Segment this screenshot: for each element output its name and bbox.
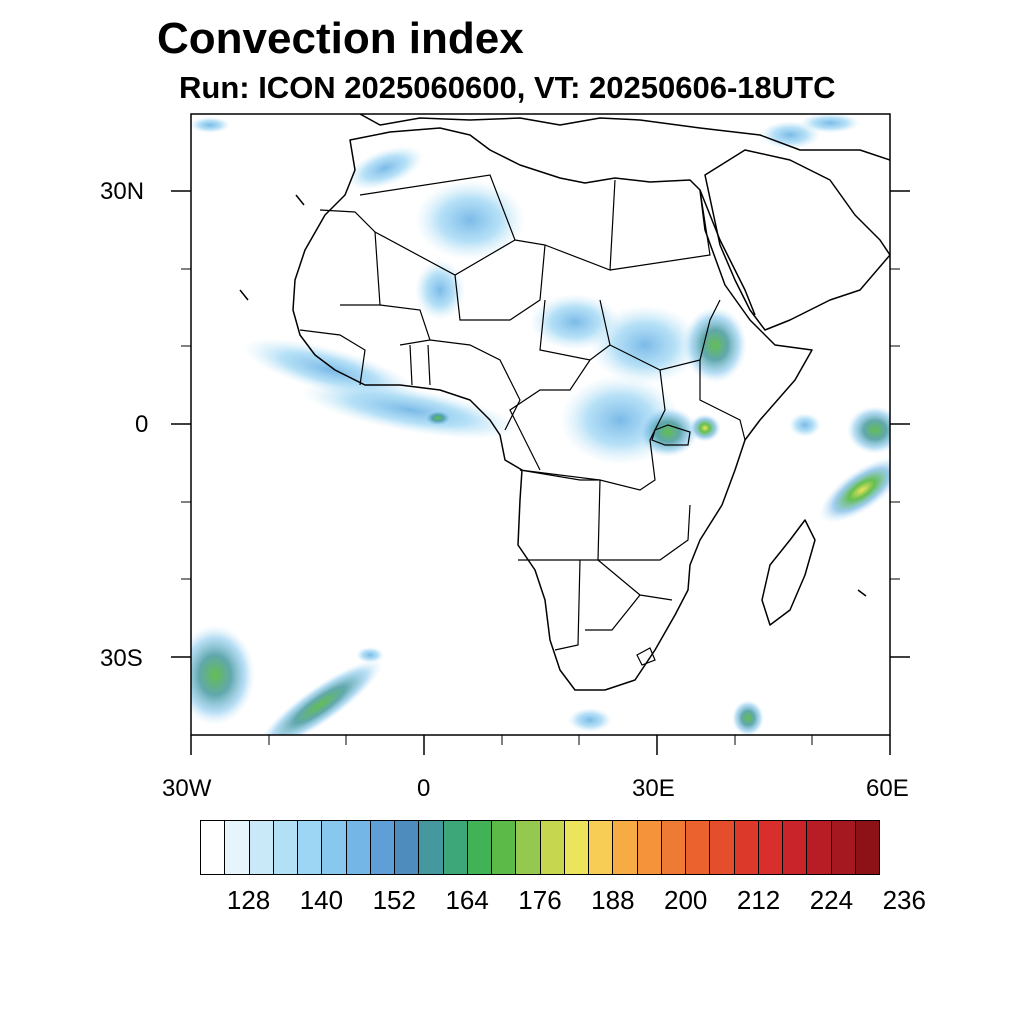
colorbar-tick-label: 236: [882, 885, 926, 915]
colorbar-tick-label: 188: [591, 885, 635, 915]
colorbar-tick-label: 224: [809, 885, 854, 915]
region-cape-south: [568, 708, 612, 732]
colorbar-swatch: [273, 821, 298, 874]
region-south-atlantic-mid: [356, 647, 384, 663]
region-niger-mali: [415, 260, 465, 320]
colorbar-swatch: [370, 821, 395, 874]
lon-label-30w: 30W: [162, 775, 212, 802]
colorbar-swatch: [298, 821, 323, 874]
colorbar-swatch: [225, 821, 250, 874]
colorbar-tick-label: 140: [299, 885, 344, 915]
region-med-east: [800, 114, 860, 133]
arabia: [704, 149, 890, 331]
colorbar-swatch: [686, 821, 711, 874]
axis-ticks: [171, 190, 910, 755]
region-sahara-central: [415, 180, 525, 260]
region-gulf-of-guinea: [424, 410, 452, 426]
colorbar-swatch: [419, 821, 444, 874]
colorbar-swatch: [322, 821, 347, 874]
lat-label-30s: 30S: [100, 645, 143, 672]
lat-label-30n: 30N: [100, 178, 145, 205]
colorbar: [200, 820, 880, 875]
region-atlantic-nw: [191, 117, 230, 133]
colorbar-tick-label: 200: [664, 885, 708, 915]
lat-label-0: 0: [135, 411, 149, 438]
region-indian-ocean-b: [847, 406, 890, 454]
colorbar-tick-label: 176: [518, 885, 562, 915]
region-south-indian: [732, 700, 764, 735]
colorbar-swatch: [540, 821, 565, 874]
region-indian-ocean-a: [819, 456, 890, 524]
red-sea: [699, 189, 756, 316]
region-indian-ocean-c: [789, 413, 821, 437]
colorbar-swatch: [734, 821, 759, 874]
colorbar-swatch: [492, 821, 517, 874]
sri-islands: [239, 194, 867, 597]
axis-minor-ticks: [181, 268, 900, 745]
region-south-atlantic-west: [191, 625, 255, 725]
colorbar-swatch: [249, 821, 274, 874]
colorbar-tick-label: 212: [736, 885, 781, 915]
plot-frame: [190, 113, 891, 736]
colorbar-swatch: [831, 821, 856, 874]
map-plot: [171, 113, 910, 755]
region-guinea-coast: [301, 381, 519, 439]
africa-coastline: [292, 127, 813, 691]
convection-field: [191, 114, 890, 735]
colorbar-swatch: [443, 821, 468, 874]
region-morocco: [346, 146, 424, 190]
chart-title: Convection index: [157, 14, 524, 63]
colorbar-swatch: [395, 821, 420, 874]
colorbar-swatch: [589, 821, 614, 874]
colorbar-tick-label: 152: [372, 885, 416, 915]
lon-label-30e: 30E: [632, 775, 675, 802]
colorbar-swatch: [783, 821, 808, 874]
colorbar-swatch: [516, 821, 541, 874]
colorbar-tick-label: 164: [445, 885, 489, 915]
colorbar-swatch: [855, 821, 879, 874]
colorbar-swatch: [564, 821, 589, 874]
region-south-atlantic-band: [257, 659, 383, 735]
chart-subtitle: Run: ICON 2025060600, VT: 20250606-18UTC: [179, 70, 836, 105]
coastlines: [239, 114, 890, 691]
lon-label-60e: 60E: [866, 775, 909, 802]
colorbar-labels: 128 140 152 164 176 188 200 212 224 236: [0, 885, 1024, 925]
colorbar-swatch: [346, 821, 371, 874]
colorbar-swatch: [807, 821, 832, 874]
colorbar-swatch: [758, 821, 783, 874]
colorbar-swatch: [637, 821, 662, 874]
colorbar-swatch: [613, 821, 638, 874]
lon-label-0: 0: [417, 775, 431, 802]
region-ethiopia: [683, 307, 747, 383]
region-sudan: [590, 305, 700, 385]
madagascar: [761, 519, 816, 626]
colorbar-swatch: [661, 821, 686, 874]
colorbar-swatch: [201, 821, 226, 874]
colorbar-tick-label: 128: [226, 885, 271, 915]
region-kenya: [689, 414, 721, 442]
colorbar-swatch: [467, 821, 492, 874]
colorbar-swatch: [710, 821, 735, 874]
europe-edge: [359, 114, 890, 161]
country-borders: [299, 174, 746, 666]
